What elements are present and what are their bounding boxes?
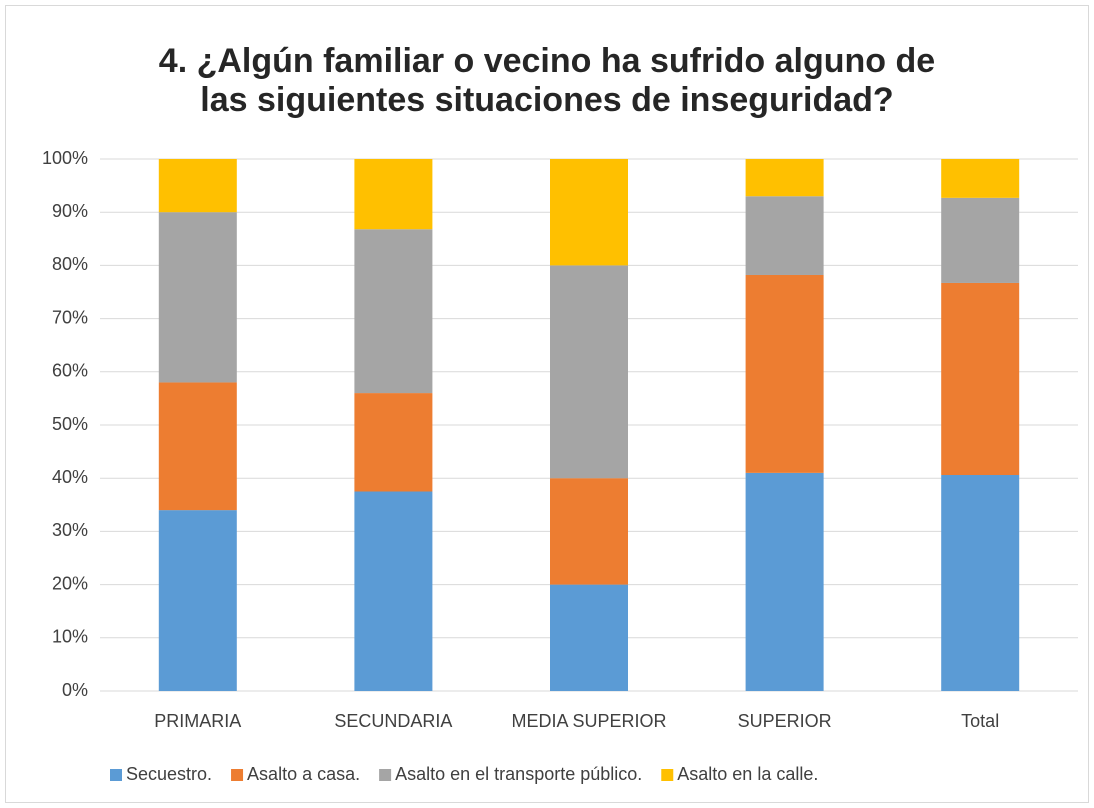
y-tick-label: 30% [52,520,88,540]
bar-segment [354,491,433,691]
bar-segment [550,478,628,585]
y-tick-label: 90% [52,201,88,221]
bar-segment [745,472,824,691]
legend-swatch [661,769,674,781]
bar-segment [158,212,237,383]
y-tick-label: 50% [52,414,88,434]
bar-segment [550,159,628,266]
bar-segment [354,229,433,394]
bar-segment [550,584,628,691]
bar-segment [158,159,237,213]
bar-segment [158,510,237,691]
bar-segment [745,274,824,473]
bar-segment [354,159,433,230]
legend-swatch [110,769,122,781]
bar-segment [745,159,824,197]
legend-label: Asalto en la calle. [677,764,818,784]
bar-segment [941,282,1020,476]
bar-segment [354,393,433,492]
legend-swatch [231,769,244,781]
y-tick-label: 100% [42,148,88,168]
y-tick-label: 80% [52,254,88,274]
legend-label: Secuestro. [126,764,212,784]
y-tick-label: 60% [52,361,88,381]
bar-segment [941,159,1020,198]
x-tick-label: SECUNDARIA [334,711,452,731]
chart-title: 4. ¿Algún familiar o vecino ha sufrido a… [158,42,936,119]
y-tick-label: 10% [52,627,88,647]
legend-label: Asalto en el transporte público. [395,764,642,784]
y-tick-label: 0% [62,680,88,700]
x-tick-label: SUPERIOR [738,711,832,731]
legend-swatch [379,769,392,781]
bar-segment [158,382,237,511]
bar-segment [550,265,628,479]
legend-label: Asalto a casa. [247,764,360,784]
bar-segment [941,197,1020,283]
y-tick-label: 70% [52,307,88,327]
bar-segment [941,475,1020,691]
bar-segment [745,196,824,275]
x-tick-label: PRIMARIA [154,711,241,731]
x-tick-label: MEDIA SUPERIOR [511,711,666,731]
x-tick-label: Total [961,711,999,731]
y-tick-label: 20% [52,573,88,593]
y-tick-label: 40% [52,467,88,487]
